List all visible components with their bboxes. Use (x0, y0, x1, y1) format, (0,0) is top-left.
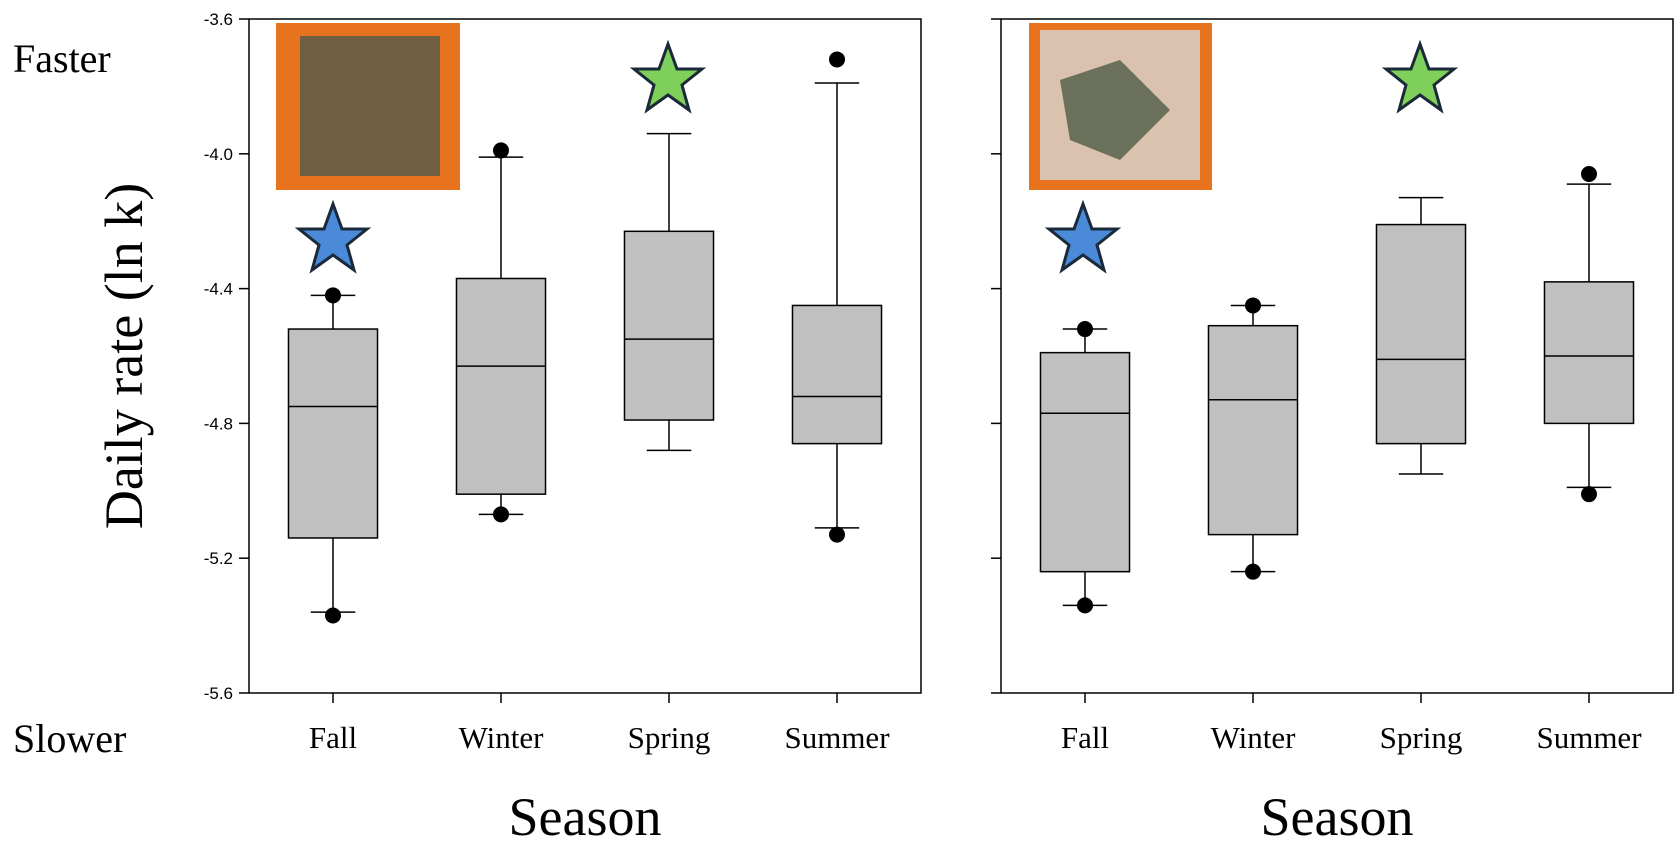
outlier (1077, 321, 1093, 338)
x-tick-label: Summer (1536, 720, 1642, 755)
x-axis-label: Season (1261, 787, 1414, 847)
outlier (325, 287, 341, 304)
y-tick-label: -5.2 (204, 549, 233, 568)
box (1543, 281, 1635, 425)
outlier (829, 526, 845, 543)
x-tick-label: Spring (1380, 720, 1463, 755)
star-green (629, 39, 707, 114)
outlier (1245, 563, 1261, 580)
outlier (1245, 297, 1261, 314)
annotation: Slower (13, 716, 126, 761)
plot-frame (1000, 18, 1674, 694)
outlier (1581, 166, 1597, 183)
y-axis-label: Daily rate (ln k) (94, 183, 154, 529)
x-tick-label: Winter (1211, 720, 1297, 755)
y-tick-label: -3.6 (204, 10, 233, 29)
y-tick-label: -5.6 (204, 684, 233, 703)
x-tick-label: Fall (309, 720, 357, 755)
box (287, 328, 379, 539)
box (1375, 223, 1467, 445)
x-tick-label: Winter (459, 720, 545, 755)
box (1039, 351, 1131, 573)
star-green (1381, 39, 1459, 114)
outlier (493, 506, 509, 523)
photo-left (276, 23, 460, 190)
annotation: Faster (13, 36, 111, 81)
star-blue (294, 199, 372, 274)
outlier (1077, 597, 1093, 614)
x-tick-label: Fall (1061, 720, 1109, 755)
y-tick-label: -4.0 (204, 145, 233, 164)
photo-right (1029, 23, 1212, 190)
outlier (829, 51, 845, 68)
box (455, 277, 547, 495)
outlier (325, 607, 341, 624)
x-tick-label: Summer (784, 720, 890, 755)
box (1207, 324, 1299, 536)
box (623, 230, 715, 421)
outlier (1581, 486, 1597, 503)
box (791, 304, 883, 445)
x-tick-label: Spring (628, 720, 711, 755)
y-tick-label: -4.8 (204, 414, 233, 433)
star-blue (1044, 199, 1122, 274)
x-axis-label: Season (509, 787, 662, 847)
outlier (493, 142, 509, 159)
plot-frame (248, 18, 922, 694)
y-tick-label: -4.4 (204, 280, 233, 299)
